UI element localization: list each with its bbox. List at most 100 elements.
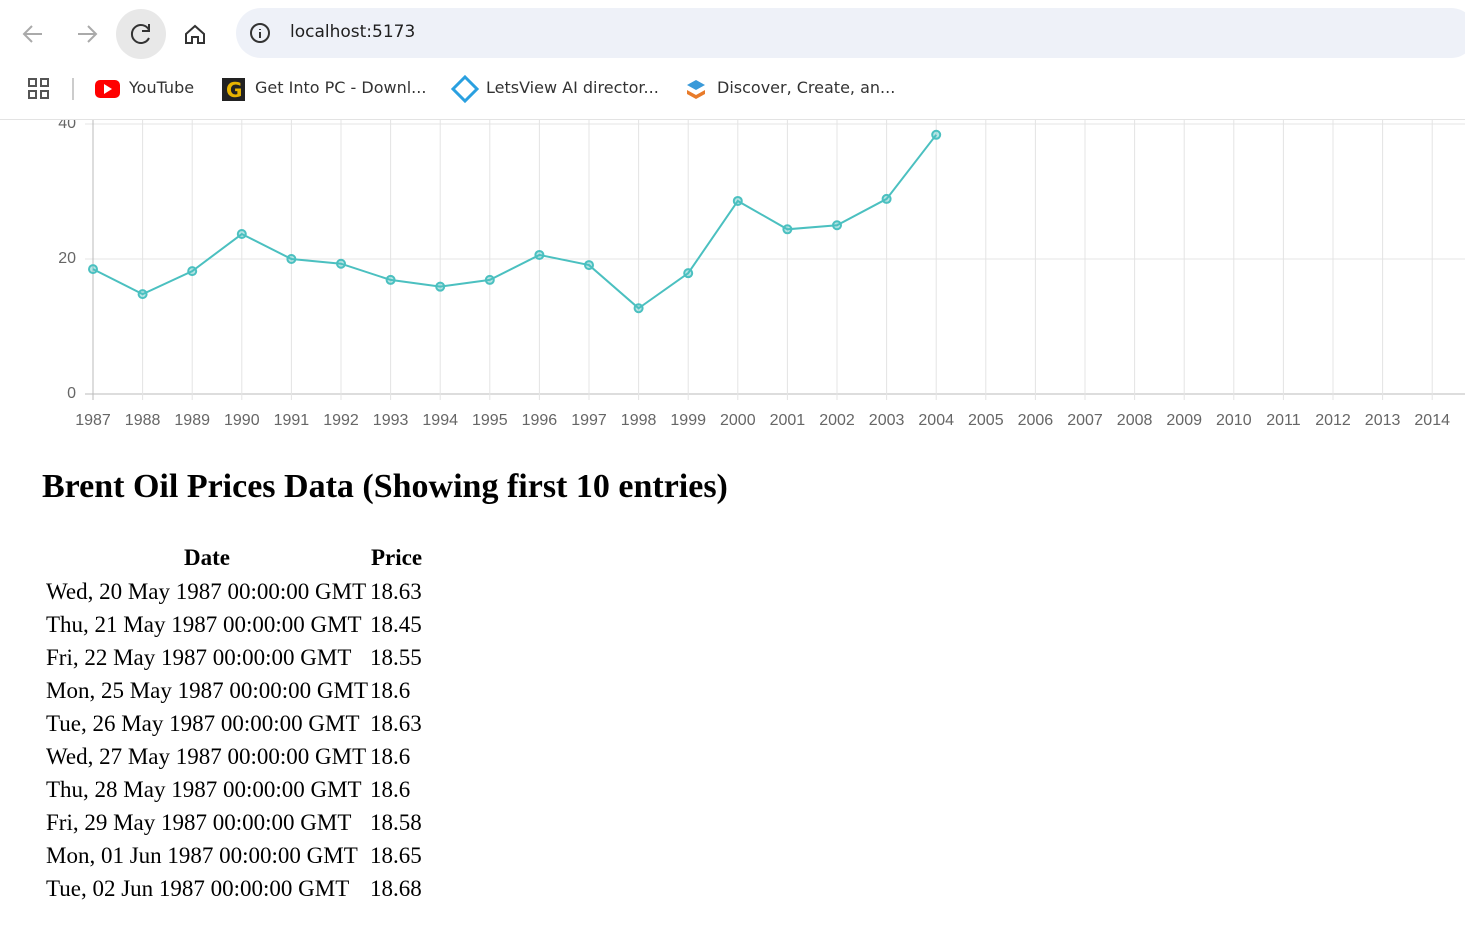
reload[interactable] xyxy=(130,24,150,44)
point xyxy=(435,281,446,292)
point xyxy=(584,260,594,271)
x-tick-label: 2008 xyxy=(1117,412,1153,429)
home[interactable] xyxy=(185,24,205,44)
x-tick-label: 1993 xyxy=(373,412,409,429)
x-tick-label: 2001 xyxy=(770,412,806,429)
point xyxy=(385,274,396,285)
x-tick-label: 2009 xyxy=(1166,412,1202,429)
point xyxy=(137,289,148,300)
table-cell: Fri, 22 May 1987 00:00:00 GMT xyxy=(46,644,352,670)
bookmark[interactable]: LetsView AI director... xyxy=(486,78,659,97)
table-header: Date xyxy=(184,544,230,570)
point xyxy=(881,193,892,204)
x-tick-label: 2005 xyxy=(968,412,1004,429)
point xyxy=(732,195,743,206)
point xyxy=(931,129,942,140)
bookmark[interactable]: YouTube xyxy=(129,78,195,97)
table-row: Tue, 02 Jun 1987 00:00:00 GMT 18.68 xyxy=(46,872,423,905)
table-row: Mon, 25 May 1987 00:00:00 GMT 18.6 xyxy=(46,674,423,707)
x-tick-label: 2000 xyxy=(720,412,756,429)
info-icon xyxy=(250,23,270,43)
table-row: Fri, 29 May 1987 00:00:00 GMT 18.58 xyxy=(46,806,423,839)
table-cell: Tue, 02 Jun 1987 00:00:00 GMT xyxy=(46,875,350,901)
table-cell: 18.58 xyxy=(370,809,422,835)
table-cell: 18.68 xyxy=(370,875,422,901)
nav-buttons xyxy=(22,9,205,59)
x-tick-label: 1997 xyxy=(571,412,607,429)
x-tick-label: 2013 xyxy=(1365,412,1401,429)
table-row: Thu, 21 May 1987 00:00:00 GMT 18.45 xyxy=(46,608,423,641)
forward[interactable] xyxy=(78,25,98,43)
x-tick-label: 1987 xyxy=(75,412,111,429)
y-tick-label: 40 xyxy=(58,120,76,132)
table-cell: Thu, 21 May 1987 00:00:00 GMT xyxy=(46,611,362,637)
table-cell: 18.65 xyxy=(370,842,422,868)
x-tick-label: 2007 xyxy=(1067,412,1103,429)
back[interactable] xyxy=(22,25,42,43)
table-cell: Wed, 27 May 1987 00:00:00 GMT xyxy=(46,743,367,769)
point xyxy=(782,224,793,235)
point xyxy=(286,254,297,264)
x-tick-label: 1991 xyxy=(274,412,310,429)
x-tick-label: 1992 xyxy=(323,412,359,429)
x-tick-label: 2012 xyxy=(1315,412,1351,429)
y-tick-label: 20 xyxy=(58,250,76,267)
table-header: Price xyxy=(371,544,423,570)
point xyxy=(336,258,346,269)
line xyxy=(92,134,937,310)
table-cell: Wed, 20 May 1987 00:00:00 GMT xyxy=(46,578,367,604)
point xyxy=(88,264,98,275)
table-row: Fri, 22 May 1987 00:00:00 GMT 18.55 xyxy=(46,641,423,674)
bookmark[interactable]: Discover, Create, an... xyxy=(717,78,896,97)
x-tick-label: 2004 xyxy=(918,412,954,429)
table-row: Tue, 26 May 1987 00:00:00 GMT 18.63 xyxy=(46,707,423,740)
table-row: Wed, 27 May 1987 00:00:00 GMT 18.6 xyxy=(46,740,423,773)
table-cell: 18.6 xyxy=(370,776,411,802)
table-row: Mon, 01 Jun 1987 00:00:00 GMT 18.65 xyxy=(46,839,423,872)
table-cell: 18.63 xyxy=(370,578,422,604)
table-cell: Mon, 01 Jun 1987 00:00:00 GMT xyxy=(46,842,358,868)
x-tick-label: 1999 xyxy=(670,412,706,429)
y-tick-label: 0 xyxy=(67,385,76,402)
x-tick-label: 1996 xyxy=(522,412,558,429)
x-tick-label: 2006 xyxy=(1018,412,1054,429)
url-text: localhost:5173 xyxy=(290,22,416,42)
x-tick-label: 1989 xyxy=(174,412,210,429)
chart: 0 20 40 1987 1988 1989 1990 1991 1992 1993 1994 199… xyxy=(58,120,1465,429)
reload-bg[interactable] xyxy=(116,9,166,59)
x-tick-label: 1995 xyxy=(472,412,508,429)
table-cell: Fri, 29 May 1987 00:00:00 GMT xyxy=(46,809,352,835)
x-tick-label: 1988 xyxy=(125,412,161,429)
table-row: Wed, 20 May 1987 00:00:00 GMT 18.63 xyxy=(46,575,423,608)
bookmark-icons: G xyxy=(28,74,705,104)
table-cell: 18.63 xyxy=(370,710,422,736)
table-cell: 18.55 xyxy=(370,644,422,670)
x-tick-label: 2010 xyxy=(1216,412,1252,429)
x-tick-label: 2014 xyxy=(1414,412,1450,429)
browser-chrome: localhost:5173 G YouTube Get Into PC - D… xyxy=(0,0,1465,120)
point xyxy=(633,303,644,314)
x-tick-label: 1994 xyxy=(422,412,458,429)
point xyxy=(187,266,198,277)
point xyxy=(534,249,545,260)
table-row: Thu, 28 May 1987 00:00:00 GMT 18.6 xyxy=(46,773,423,806)
table-cell: Thu, 28 May 1987 00:00:00 GMT xyxy=(46,776,362,802)
table-cell: 18.6 xyxy=(370,677,411,703)
point xyxy=(683,268,694,279)
x-tick-label: 2002 xyxy=(819,412,855,429)
address-bar[interactable]: localhost:5173 xyxy=(236,8,1465,58)
heading: Brent Oil Prices Data (Showing first 10 … xyxy=(42,468,728,505)
svg-text:G: G xyxy=(226,78,242,102)
table-cell: 18.6 xyxy=(370,743,411,769)
x-tick-label: 2003 xyxy=(869,412,905,429)
point xyxy=(236,229,247,240)
x-tick-label: 2011 xyxy=(1266,412,1301,429)
x-tick-label: 1990 xyxy=(224,412,260,429)
data-table: Date Price Wed, 20 May 1987 00:00:00 GMT 18… xyxy=(44,540,425,905)
bookmark[interactable]: Get Into PC - Downl... xyxy=(255,78,427,97)
table-cell: Mon, 25 May 1987 00:00:00 GMT xyxy=(46,677,368,703)
point xyxy=(832,220,842,231)
point xyxy=(484,274,495,285)
table-cell: 18.45 xyxy=(370,611,422,637)
